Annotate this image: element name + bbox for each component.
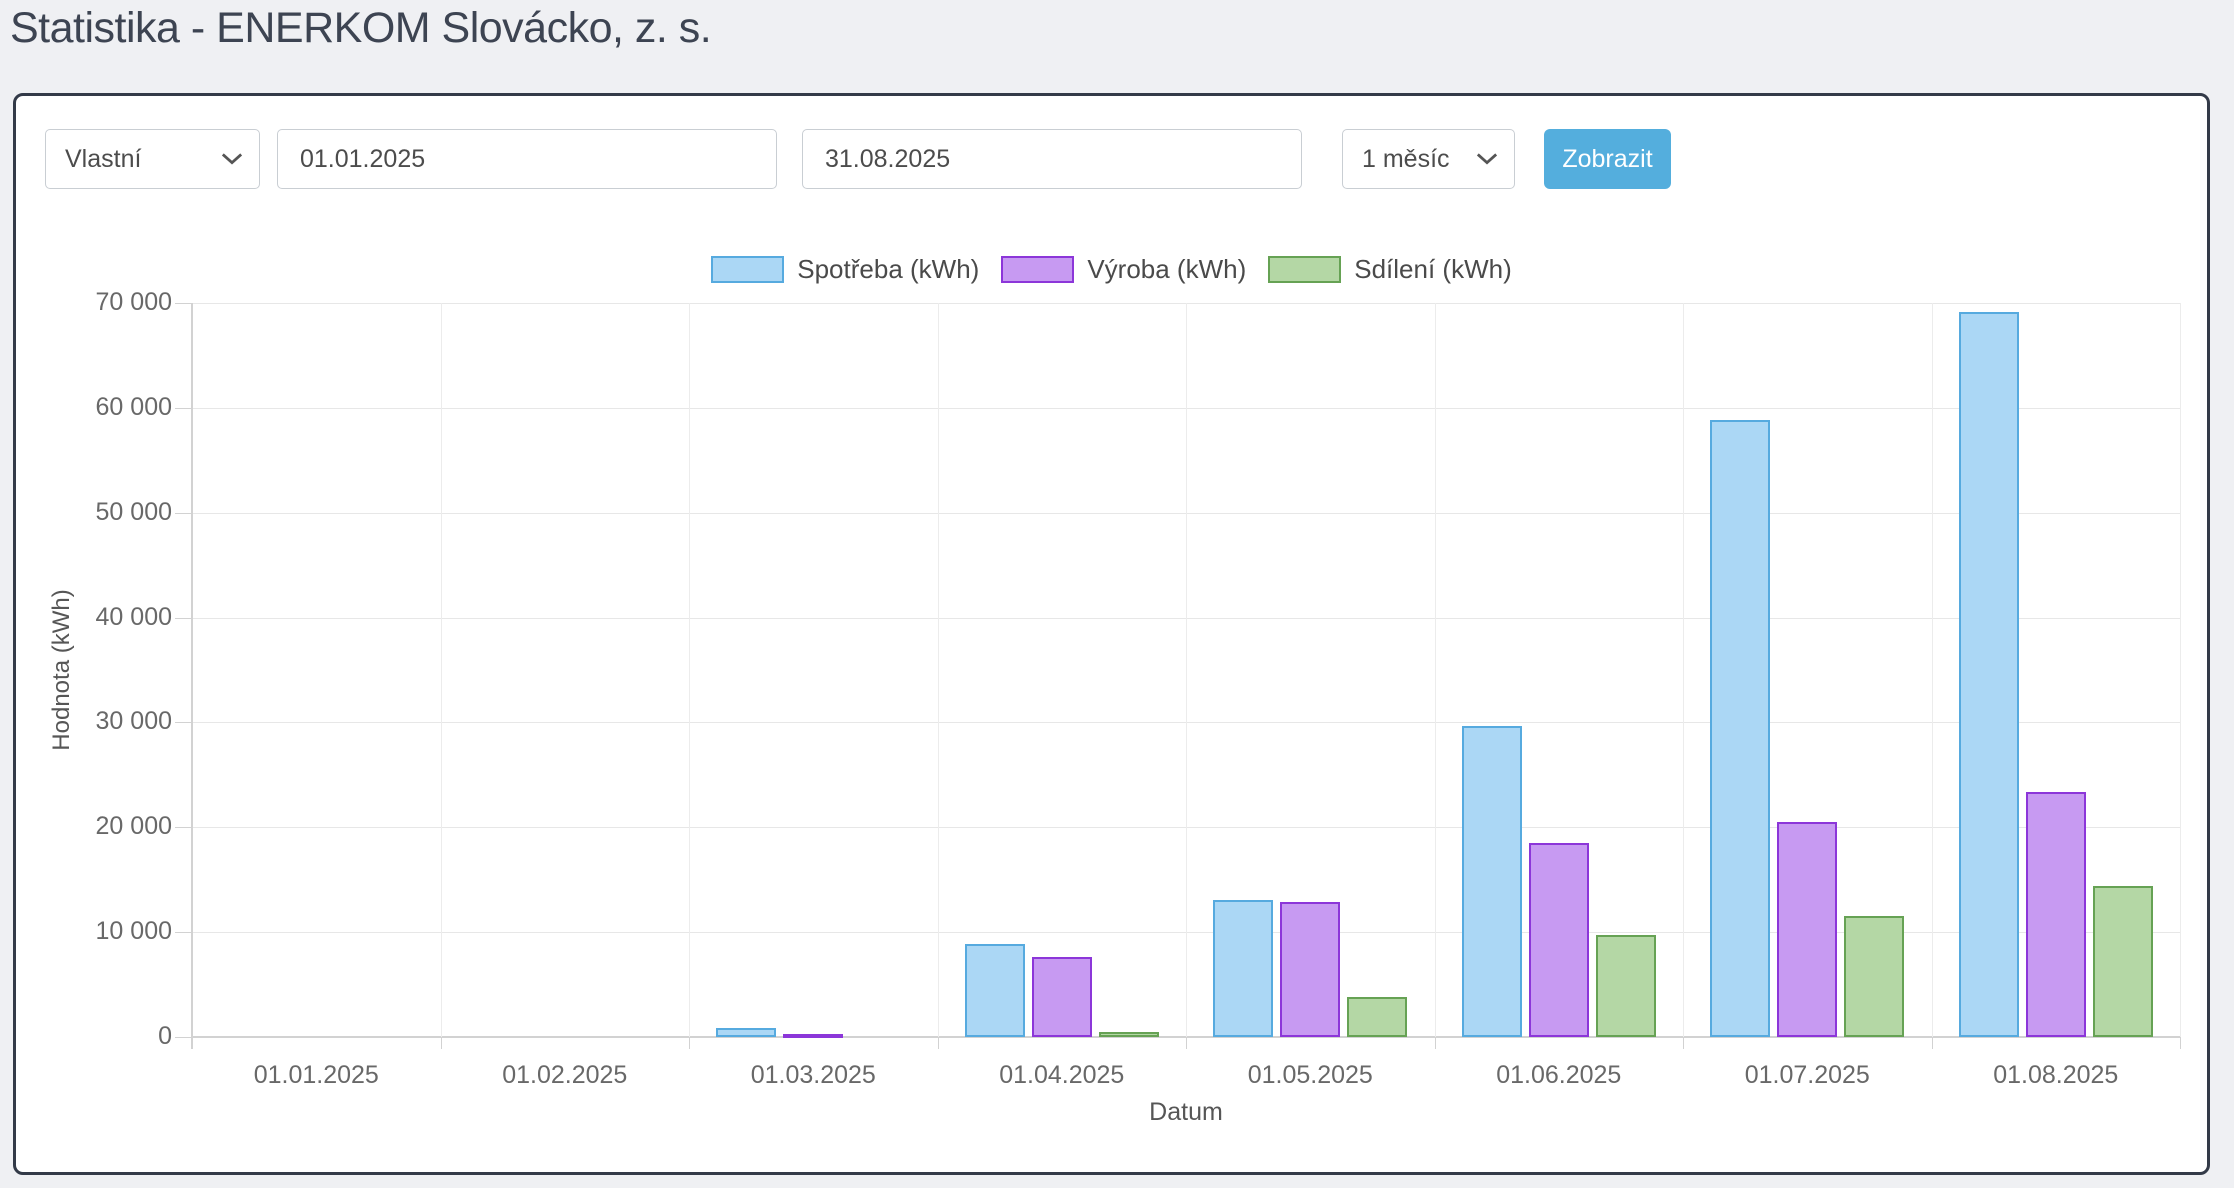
- bar-series3-cat7: [1844, 916, 1905, 1037]
- y-tick-label: 60 000: [95, 392, 172, 421]
- page-title: Statistika - ENERKOM Slovácko, z. s.: [10, 4, 712, 52]
- bar-series1-cat8: [1958, 312, 2019, 1037]
- bar-series1-cat5: [1213, 899, 1274, 1037]
- y-tick-label: 0: [158, 1022, 172, 1050]
- x-tick-mark: [440, 1037, 442, 1049]
- gridline-vertical: [440, 303, 442, 1037]
- bar-series3-cat8: [2092, 886, 2153, 1037]
- legend-item[interactable]: Spotřeba (kWh): [711, 254, 979, 285]
- bar-series1-cat3: [716, 1027, 777, 1037]
- y-tick-label: 50 000: [95, 497, 172, 526]
- x-tick-label: 01.05.2025: [1247, 1061, 1373, 1089]
- date-to-input[interactable]: [802, 129, 1302, 189]
- bar-series1-cat4: [964, 943, 1025, 1037]
- x-tick-label: 01.06.2025: [1496, 1061, 1622, 1089]
- gridline-vertical: [1434, 303, 1436, 1037]
- y-tick-mark: [175, 1037, 192, 1038]
- gridline-vertical: [1931, 303, 1933, 1037]
- y-tick-label: 30 000: [95, 707, 172, 736]
- x-tick-mark: [937, 1037, 939, 1049]
- x-tick-label: 01.08.2025: [1993, 1061, 2119, 1089]
- x-tick-mark: [1186, 1037, 1187, 1049]
- chevron-down-icon: [1476, 152, 1498, 166]
- y-tick-mark: [175, 617, 192, 619]
- bar-series3-cat4: [1098, 1031, 1159, 1037]
- y-axis-title: Hodnota (kWh): [48, 589, 75, 751]
- bar-series1-cat6: [1461, 725, 1522, 1037]
- bar-series3-cat5: [1347, 997, 1408, 1037]
- bar-series2-cat7: [1777, 822, 1838, 1037]
- y-tick-mark: [175, 512, 192, 514]
- date-from-input[interactable]: [277, 129, 777, 189]
- legend-item[interactable]: Výroba (kWh): [1001, 254, 1246, 285]
- legend-item[interactable]: Sdílení (kWh): [1268, 254, 1512, 285]
- y-tick-label: 70 000: [95, 288, 172, 316]
- y-tick-label: 10 000: [95, 917, 172, 946]
- x-tick-label: 01.04.2025: [999, 1061, 1125, 1089]
- range-select-value: Vlastní: [65, 144, 142, 173]
- bar-series2-cat3: [783, 1033, 844, 1038]
- x-tick-mark: [689, 1037, 690, 1049]
- gridline-vertical: [1186, 303, 1187, 1037]
- y-tick-label: 20 000: [95, 812, 172, 841]
- chevron-down-icon: [221, 152, 243, 166]
- x-tick-label: 01.07.2025: [1744, 1061, 1870, 1089]
- gridline-vertical: [689, 303, 690, 1037]
- x-tick-label: 01.02.2025: [502, 1061, 628, 1089]
- x-axis-title: Datum: [1149, 1098, 1223, 1126]
- y-tick-mark: [175, 827, 192, 829]
- legend-swatch-icon: [711, 256, 785, 283]
- chart-legend: Spotřeba (kWh) Výroba (kWh) Sdílení (kWh): [16, 254, 2207, 285]
- y-tick-mark: [175, 722, 192, 724]
- legend-swatch-icon: [1268, 256, 1342, 283]
- y-tick-label: 40 000: [95, 602, 172, 631]
- range-select[interactable]: Vlastní: [45, 129, 260, 189]
- y-axis-line: [191, 303, 193, 1049]
- bar-series3-cat6: [1595, 935, 1656, 1037]
- x-tick-label: 01.03.2025: [750, 1061, 876, 1089]
- interval-select[interactable]: 1 měsíc: [1342, 129, 1515, 189]
- bar-series2-cat4: [1031, 957, 1092, 1037]
- interval-select-value: 1 měsíc: [1362, 144, 1450, 173]
- gridline-vertical: [2180, 303, 2181, 1037]
- y-tick-mark: [175, 303, 192, 304]
- legend-label: Výroba (kWh): [1087, 254, 1247, 284]
- statistics-panel: Vlastní 1 měsíc Zobrazit Spotřeba (kWh) V…: [13, 93, 2210, 1175]
- bar-chart: 0 10 000 20 000 30 000 40 000 50 000 60 000 70 …: [16, 96, 2207, 1172]
- x-tick-mark: [1931, 1037, 1933, 1049]
- x-tick-mark: [2180, 1037, 2181, 1049]
- y-tick-mark: [175, 932, 192, 934]
- show-button[interactable]: Zobrazit: [1544, 129, 1671, 189]
- bar-series2-cat6: [1528, 843, 1589, 1037]
- gridline-vertical: [1683, 303, 1684, 1037]
- x-tick-mark: [1683, 1037, 1684, 1049]
- legend-swatch-icon: [1001, 256, 1075, 283]
- y-tick-mark: [175, 407, 192, 409]
- bar-series2-cat8: [2025, 791, 2086, 1037]
- x-tick-mark: [1434, 1037, 1436, 1049]
- gridline-vertical: [937, 303, 939, 1037]
- x-tick-label: 01.01.2025: [253, 1061, 379, 1089]
- bar-series2-cat5: [1280, 901, 1341, 1037]
- bar-series1-cat7: [1710, 420, 1771, 1037]
- legend-label: Spotřeba (kWh): [797, 254, 980, 284]
- legend-label: Sdílení (kWh): [1354, 254, 1512, 284]
